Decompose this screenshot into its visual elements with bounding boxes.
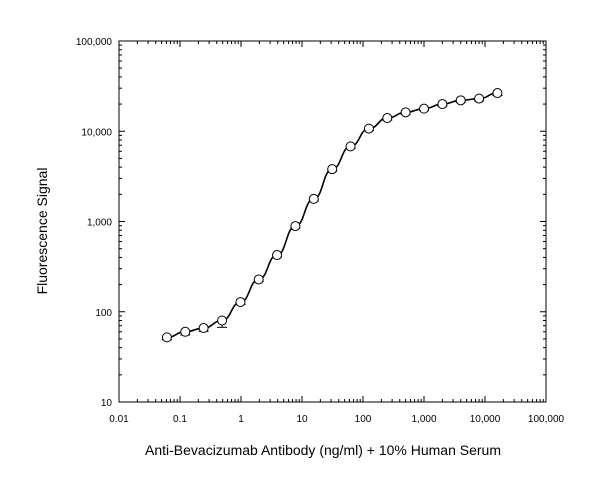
data-point — [198, 323, 209, 334]
data-point — [161, 332, 172, 343]
data-point — [180, 326, 191, 337]
x-tick-label: 0.01 — [109, 414, 129, 425]
data-point — [492, 88, 503, 99]
data-point — [419, 103, 429, 114]
data-points-layer — [161, 88, 503, 343]
x-tick-label: 10,000 — [470, 414, 501, 425]
x-tick-label: 1,000 — [411, 414, 436, 425]
x-tick-label: 1 — [238, 414, 244, 425]
x-tick-label: 100 — [355, 414, 372, 425]
y-tick-label: 100 — [95, 308, 112, 319]
y-axis-title: Fluorescence Signal — [34, 168, 50, 295]
data-point — [382, 113, 393, 124]
data-point — [455, 95, 466, 106]
fit-line — [166, 92, 498, 339]
axes: 0.01 0.1 1 10 100 1,000 10,000 100,000 10 100 1,00… — [76, 37, 565, 425]
data-point — [474, 93, 485, 104]
data-point — [217, 315, 228, 326]
data-point — [308, 193, 319, 204]
data-point — [363, 123, 374, 134]
data-point — [235, 297, 246, 308]
data-point — [400, 107, 411, 118]
data-point — [437, 99, 448, 110]
x-axis-title: Anti-Bevacizumab Antibody (ng/ml) + 10% … — [145, 442, 501, 458]
data-point — [290, 221, 301, 232]
x-tick-label: 100,000 — [528, 414, 565, 425]
data-point — [327, 164, 338, 175]
x-tick-label: 0.1 — [173, 414, 187, 425]
fit-line-layer — [166, 92, 498, 339]
y-tick-label: 10 — [101, 398, 113, 409]
data-point — [345, 141, 356, 152]
data-point — [272, 250, 283, 261]
y-tick-label: 10,000 — [81, 127, 112, 138]
x-tick-label: 10 — [296, 414, 308, 425]
y-tick-label: 1,000 — [87, 218, 112, 229]
data-point — [253, 274, 264, 285]
y-tick-label: 100,000 — [76, 37, 113, 48]
